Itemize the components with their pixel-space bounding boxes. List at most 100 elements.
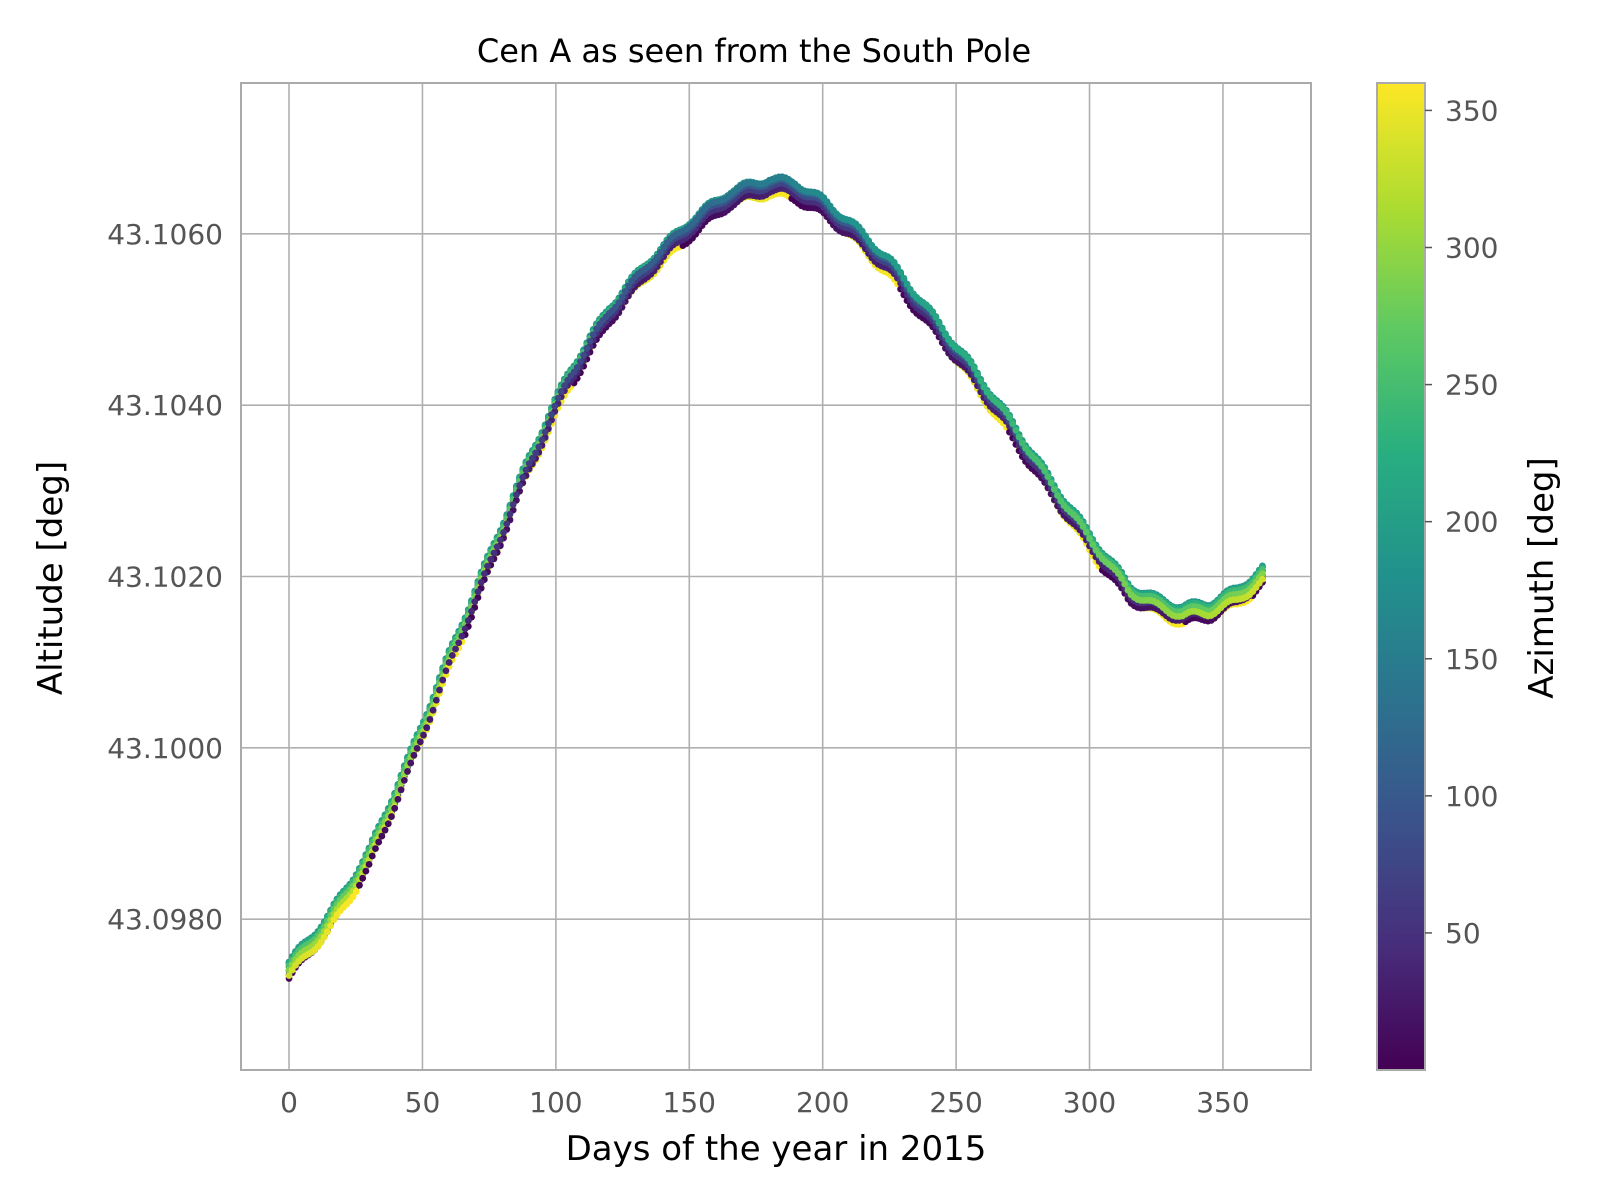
scatter-point: [368, 852, 376, 860]
scatter-point: [561, 382, 568, 389]
scatter-point: [1121, 580, 1129, 588]
scatter-point: [929, 308, 937, 316]
scatter-point: [400, 776, 408, 784]
scatter-point: [445, 659, 453, 666]
scatter-point: [480, 570, 488, 578]
scatter-point: [288, 966, 296, 974]
scatter-point: [535, 443, 543, 451]
scatter-point: [903, 280, 911, 288]
scatter-point: [512, 491, 520, 499]
scatter-point: [432, 696, 440, 704]
scatter-point: [330, 916, 338, 924]
scatter-point: [471, 598, 479, 606]
scatter-point: [324, 928, 331, 936]
colorbar: [1376, 82, 1426, 1071]
scatter-point: [935, 319, 943, 327]
y-tick-label: 43.1040: [107, 389, 223, 422]
colorbar-label: Azimuth [deg]: [1522, 457, 1562, 699]
scatter-point: [327, 922, 335, 930]
scatter-point: [477, 578, 485, 586]
scatter-point: [285, 972, 293, 979]
colorbar-tick-label: 200: [1445, 506, 1498, 539]
scatter-point: [362, 867, 370, 875]
scatter-point: [420, 731, 427, 739]
y-tick-labels: 43.0980 43.1000 43.1020 43.1040 43.1060: [107, 218, 223, 936]
scatter-point: [625, 282, 632, 290]
chart-title: Cen A as seen from the South Pole: [477, 32, 1031, 70]
scatter-point: [1012, 426, 1020, 434]
scatter-point: [532, 449, 539, 457]
scatter-point: [1041, 467, 1049, 475]
scatter-point: [381, 826, 389, 834]
y-tick-label: 43.0980: [107, 903, 223, 936]
scatter-point: [1018, 439, 1026, 447]
scatter-point: [1009, 420, 1017, 428]
scatter-point: [615, 298, 623, 306]
scatter-point: [484, 562, 491, 570]
scatter-point: [317, 938, 325, 946]
scatter-point: [503, 520, 511, 528]
scatter-point: [1082, 528, 1090, 536]
scatter-point: [653, 253, 661, 261]
scatter-point: [1089, 541, 1097, 548]
scatter-point: [897, 269, 905, 276]
scatter-point: [397, 786, 405, 794]
data-points: [285, 173, 1266, 982]
scatter-point: [1114, 570, 1122, 577]
x-tick-label: 250: [929, 1086, 982, 1119]
scatter-point: [580, 351, 588, 359]
y-axis-label: Altitude [deg]: [31, 461, 71, 695]
scatter-point: [525, 460, 533, 467]
scatter-point: [1006, 414, 1013, 421]
scatter-point: [372, 845, 379, 852]
scatter-point: [352, 888, 360, 895]
x-tick-label: 300: [1063, 1086, 1116, 1119]
x-axis-label: Days of the year in 2015: [566, 1129, 987, 1169]
scatter-point: [522, 466, 530, 474]
scatter-point: [938, 325, 946, 333]
scatter-point: [538, 436, 546, 444]
scatter-point: [589, 331, 597, 339]
scatter-point: [365, 860, 373, 868]
scatter-point: [461, 625, 469, 633]
x-tick-label: 50: [405, 1086, 441, 1119]
scatter-point: [388, 813, 395, 820]
x-tick-labels: 0 50 100 150 200 250 300 350: [280, 1086, 1250, 1119]
scatter-point: [490, 549, 498, 557]
scatter-point: [970, 364, 978, 372]
scatter-point: [455, 639, 463, 647]
scatter-point: [1079, 523, 1087, 530]
scatter-point: [900, 274, 908, 282]
scatter-point: [458, 632, 466, 640]
scatter-point: [586, 337, 594, 345]
scatter-point: [429, 706, 437, 714]
colorbar-tick-label: 250: [1445, 369, 1498, 402]
colorbar-tick-label: 100: [1445, 780, 1498, 813]
grid-lines: [241, 83, 1311, 1070]
scatter-point: [528, 454, 536, 462]
scatter-point: [423, 724, 431, 732]
scatter-point: [442, 667, 450, 675]
scatter-point: [977, 377, 985, 385]
colorbar-tick-labels: 50 100 150 200 250 300 350: [1425, 94, 1498, 950]
scatter-point: [974, 371, 981, 378]
scatter-point: [436, 686, 443, 694]
x-tick-label: 200: [796, 1086, 849, 1119]
scatter-point: [1259, 570, 1266, 578]
scatter-point: [1050, 485, 1058, 493]
scatter-point: [359, 874, 367, 882]
scatter-point: [439, 676, 447, 684]
scatter-point: [500, 528, 507, 536]
scatter-point: [1054, 492, 1061, 499]
scatter-point: [391, 804, 399, 812]
scatter-point: [407, 759, 415, 767]
scatter-point: [932, 313, 940, 321]
scatter-point: [416, 738, 424, 746]
scatter-point: [509, 501, 517, 508]
y-tick-label: 43.1060: [107, 218, 223, 251]
scatter-point: [1047, 479, 1055, 487]
scatter-point: [404, 768, 411, 775]
scatter-point: [894, 263, 901, 271]
scatter-point: [583, 344, 591, 352]
scatter-point: [320, 933, 328, 941]
